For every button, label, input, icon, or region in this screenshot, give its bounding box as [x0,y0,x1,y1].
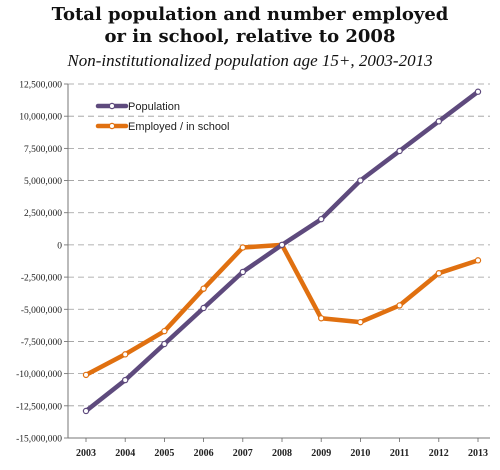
axes [64,83,490,442]
x-tick-labels: 2003 2004 2005 2006 2007 2008 2009 2010 2011 2012… [76,448,488,459]
data-point [396,302,403,309]
data-point [200,285,207,292]
y-tick-label: 10,000,000 [19,113,62,123]
x-tick-label: 2013 [468,448,488,459]
data-point [474,88,482,95]
data-point [396,147,403,155]
chart-subtitle: Non-institutionalized population age 15+… [67,51,433,70]
data-point [121,376,129,384]
x-tick-label: 2012 [429,448,449,459]
data-point [435,118,442,125]
y-tick-label: 5,000,000 [24,177,62,187]
legend-label-0: Population [128,101,180,113]
data-point [318,215,325,223]
x-tick-label: 2004 [115,448,135,459]
y-tick-label: -2,500,000 [21,274,62,284]
data-point [121,351,129,358]
x-tick-label: 2006 [194,448,214,459]
y-tick-label: 2,500,000 [24,209,62,219]
x-tick-label: 2007 [233,448,253,459]
x-tick-label: 2003 [76,448,96,459]
x-tick-label: 2005 [154,448,174,459]
gridlines [68,83,490,407]
x-tick-label: 2010 [350,448,370,459]
data-point [357,177,364,184]
data-point [82,371,90,379]
data-point [474,257,482,264]
y-tick-label: -5,000,000 [21,306,62,316]
y-tick-label: 0 [57,241,62,251]
chart-title-line-1: Total population and number employed [51,4,449,25]
y-tick-label: -7,500,000 [21,338,62,348]
y-tick-label: -15,000,000 [16,435,62,445]
legend-marker-0 [108,102,116,110]
data-point [357,318,364,326]
data-point [161,327,168,335]
x-tick-label: 2011 [390,448,409,459]
legend: Population Employed / in school [95,101,230,133]
data-point [278,241,286,249]
data-point [161,340,168,348]
y-tick-label: -12,500,000 [16,402,62,412]
data-point [239,268,246,276]
data-point [200,304,207,312]
x-tick-label: 2009 [311,448,331,459]
y-tick-label: -10,000,000 [16,370,62,380]
y-tick-label: 7,500,000 [24,145,62,155]
data-point [318,315,325,322]
legend-marker-1 [108,122,116,130]
chart-title-block: Total population and number employed or … [0,4,500,72]
data-point [239,244,246,251]
legend-label-1: Employed / in school [128,121,230,133]
data-point [435,270,442,277]
series-line-1 [83,242,481,378]
series-line-0 [83,89,481,414]
y-tick-label: 12,500,000 [19,81,62,91]
series-lines [83,89,481,414]
series-points [82,88,482,415]
x-tick-label: 2008 [272,448,292,459]
chart-title-line-2: or in school, relative to 2008 [104,26,396,47]
data-point [82,407,90,415]
y-tick-labels: 12,500,000 10,000,000 7,500,000 5,000,000 2,… [16,81,62,445]
